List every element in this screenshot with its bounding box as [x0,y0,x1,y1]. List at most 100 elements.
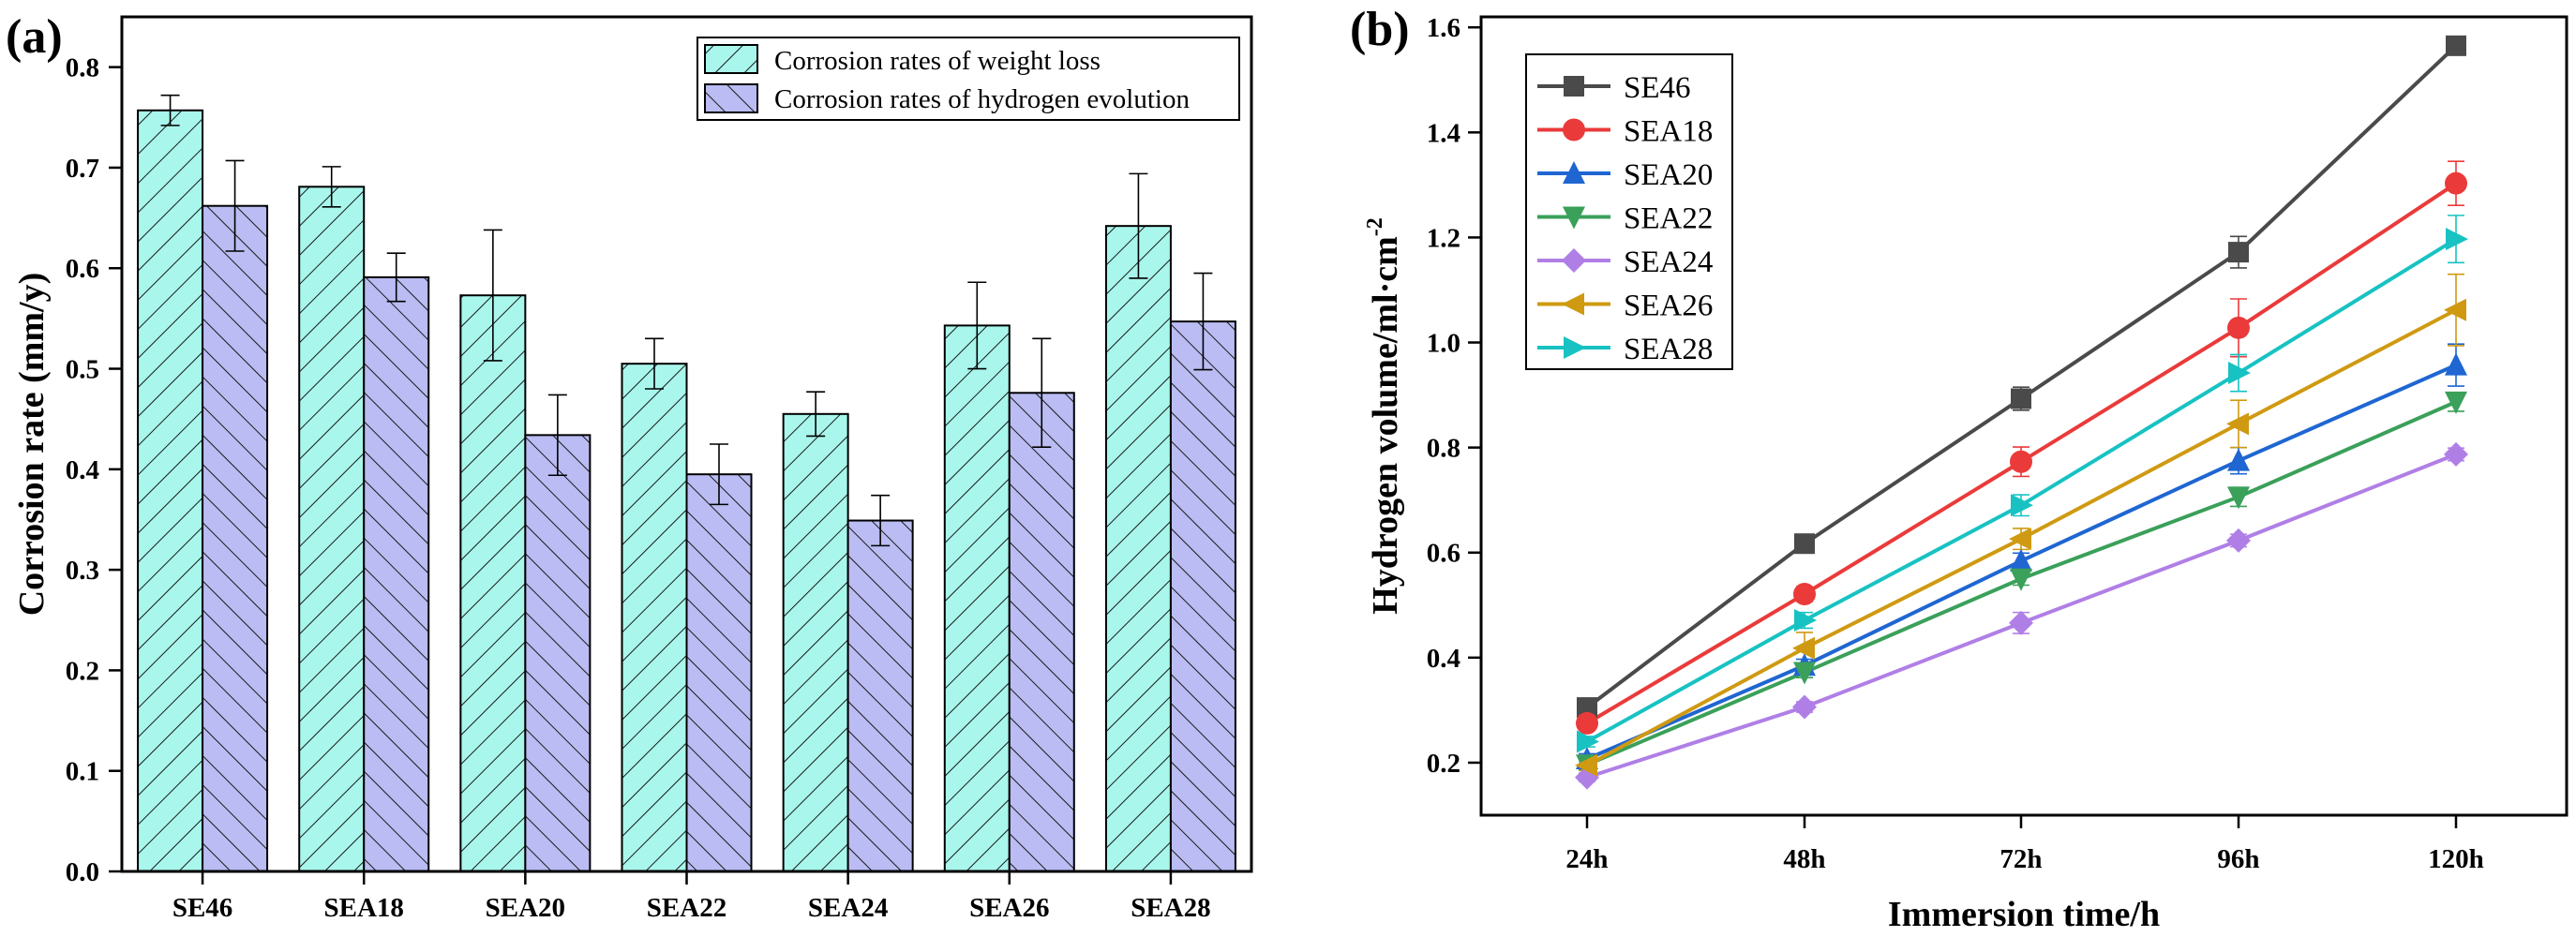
legend-marker-sea28 [1564,336,1586,359]
legend-label-sea24: SEA24 [1624,245,1713,279]
bar-se46-hydrogen-evolution [202,204,269,872]
panel-label-a: (a) [6,10,63,64]
bar-error-bars [160,94,1213,547]
y-tick-label-b: 1.2 [1427,223,1460,253]
data-point-sea26 [2444,298,2466,321]
panel-label-b: (b) [1350,3,1410,56]
legend-label-sea18: SEA18 [1624,115,1713,149]
legend-label-sea28: SEA28 [1624,333,1713,366]
y-axis-title-b: Hydrogen volume/ml·cm-2 [1363,217,1405,615]
legend-swatch-hydrogen-evolution [704,83,758,113]
legend-swatch-weight-loss [704,44,758,74]
data-point-sea18 [2010,450,2032,473]
legend-marker-sea18 [1563,118,1585,141]
x-tick-label-sea24: SEA24 [808,893,888,923]
data-point-sea20 [2010,548,2032,572]
data-point-sea22 [1793,662,1816,685]
data-point-sea20 [2227,448,2250,471]
legend-label-sea26: SEA26 [1624,290,1713,323]
bar-chart-panel: (a) 0.0 0.1 0.2 0.3 0.4 0.5 0.6 0.7 0.8 SE46 SEA1… [6,10,1253,923]
y-tick-label-a: 0.0 [66,857,99,887]
y-axis-title-a: Corrosion rate (mm/y) [12,273,52,617]
data-point-sea24 [2226,528,2251,553]
data-point-sea28 [2011,494,2033,517]
legend-label-weight-loss: Corrosion rates of weight loss [774,46,1101,76]
data-point-se46 [1577,697,1597,719]
data-point-sea18 [1576,711,1598,735]
bar-sea24-hydrogen-evolution [846,519,914,872]
legend-box-a [696,37,1240,121]
y-tick-label-b: 0.4 [1427,644,1460,674]
x-tick-label-sea20: SEA20 [486,893,565,923]
bar-sea20-weight-loss [459,294,527,872]
data-point-sea22 [2445,391,2467,414]
bar-sea26-weight-loss [943,324,1011,872]
y-tick-label-a: 0.3 [66,556,99,586]
data-point-se46 [2228,242,2249,263]
data-point-sea26 [1792,636,1815,660]
bar-sea22-weight-loss [621,363,688,872]
data-point-se46 [1794,533,1815,555]
data-point-sea24 [2009,610,2033,635]
y-tick-label-b: 1.4 [1427,118,1460,148]
x-tick-label-sea28: SEA28 [1131,893,1210,923]
bar-sea18-weight-loss [298,186,366,872]
legend-label-hydrogen-evolution: Corrosion rates of hydrogen evolution [774,84,1190,114]
line-chart-panel: (b) 0.2 0.4 0.6 0.8 1.0 1.2 1.4 1.6 24h 48h 72h 96… [1350,3,2569,934]
y-tick-label-a: 0.1 [66,757,99,787]
legend-label-sea20: SEA20 [1624,158,1713,192]
bar-sea28-weight-loss [1104,225,1172,873]
legend-a: Corrosion rates of weight loss Corrosion… [696,37,1240,121]
x-tick-label-120h: 120h [2428,844,2484,874]
legend-marker-sea26 [1562,292,1584,316]
y-axis-ticks-b: 0.2 0.4 0.6 0.8 1.0 1.2 1.4 1.6 [1427,13,1481,779]
data-point-sea22 [2227,486,2250,510]
data-point-se46 [2011,388,2031,409]
x-axis-title-b: Immersion time/h [1888,895,2160,934]
data-point-sea28 [1794,609,1817,632]
y-tick-label-b: 1.6 [1427,13,1460,43]
bar-se46-weight-loss [137,109,204,873]
x-tick-label-96h: 96h [2217,844,2259,874]
legend-label-sea22: SEA22 [1624,202,1713,236]
y-axis-title-b-main: Hydrogen volume/ml·cm [1366,236,1405,615]
x-tick-label-72h: 72h [1999,844,2042,874]
data-point-sea20 [2445,352,2467,376]
data-point-se46 [2446,35,2466,56]
bar-sea28-hydrogen-evolution [1169,320,1236,872]
legend-box-b [1525,53,1733,370]
y-tick-label-a: 0.4 [66,455,99,485]
bar-sea24-weight-loss [782,412,849,872]
x-tick-label-48h: 48h [1783,844,1825,874]
data-point-sea28 [2228,362,2251,385]
data-point-sea24 [1792,694,1817,720]
x-tick-label-sea18: SEA18 [324,893,404,923]
plot-frame-b [1479,15,2569,817]
y-axis-title-b-sup: -2 [1363,217,1387,236]
legend-b: SE46 SEA18 SEA20 SEA22 SEA24 SEA26 SEA28 [1525,53,1733,370]
y-tick-label-b: 1.0 [1427,329,1460,359]
legend-marker-sea20 [1563,161,1585,184]
data-point-sea28 [2446,228,2468,251]
data-point-sea26 [2009,528,2031,551]
x-tick-label-sea26: SEA26 [969,893,1049,923]
bar-sea20-hydrogen-evolution [524,434,592,872]
legend-marker-sea24 [1562,248,1586,273]
x-tick-label-se46: SE46 [172,893,232,923]
y-tick-label-a: 0.6 [66,254,99,284]
bar-sea18-hydrogen-evolution [363,275,430,872]
data-point-sea18 [2445,171,2467,195]
bar-marks [137,109,1236,873]
legend-marker-se46 [1564,76,1584,97]
bar-sea22-hydrogen-evolution [685,473,753,872]
bar-sea26-hydrogen-evolution [1008,392,1075,872]
x-axis-ticks-b: 24h 48h 72h 96h 120h [1565,815,2484,874]
x-tick-label-24h: 24h [1565,844,1608,874]
data-point-sea26 [2226,412,2249,436]
data-point-sea28 [1577,730,1599,753]
legend-label-se46: SE46 [1624,71,1691,105]
data-point-sea18 [2227,316,2250,339]
series-markers [1575,35,2468,790]
data-point-sea24 [2444,441,2468,467]
y-tick-label-a: 0.5 [66,355,99,385]
